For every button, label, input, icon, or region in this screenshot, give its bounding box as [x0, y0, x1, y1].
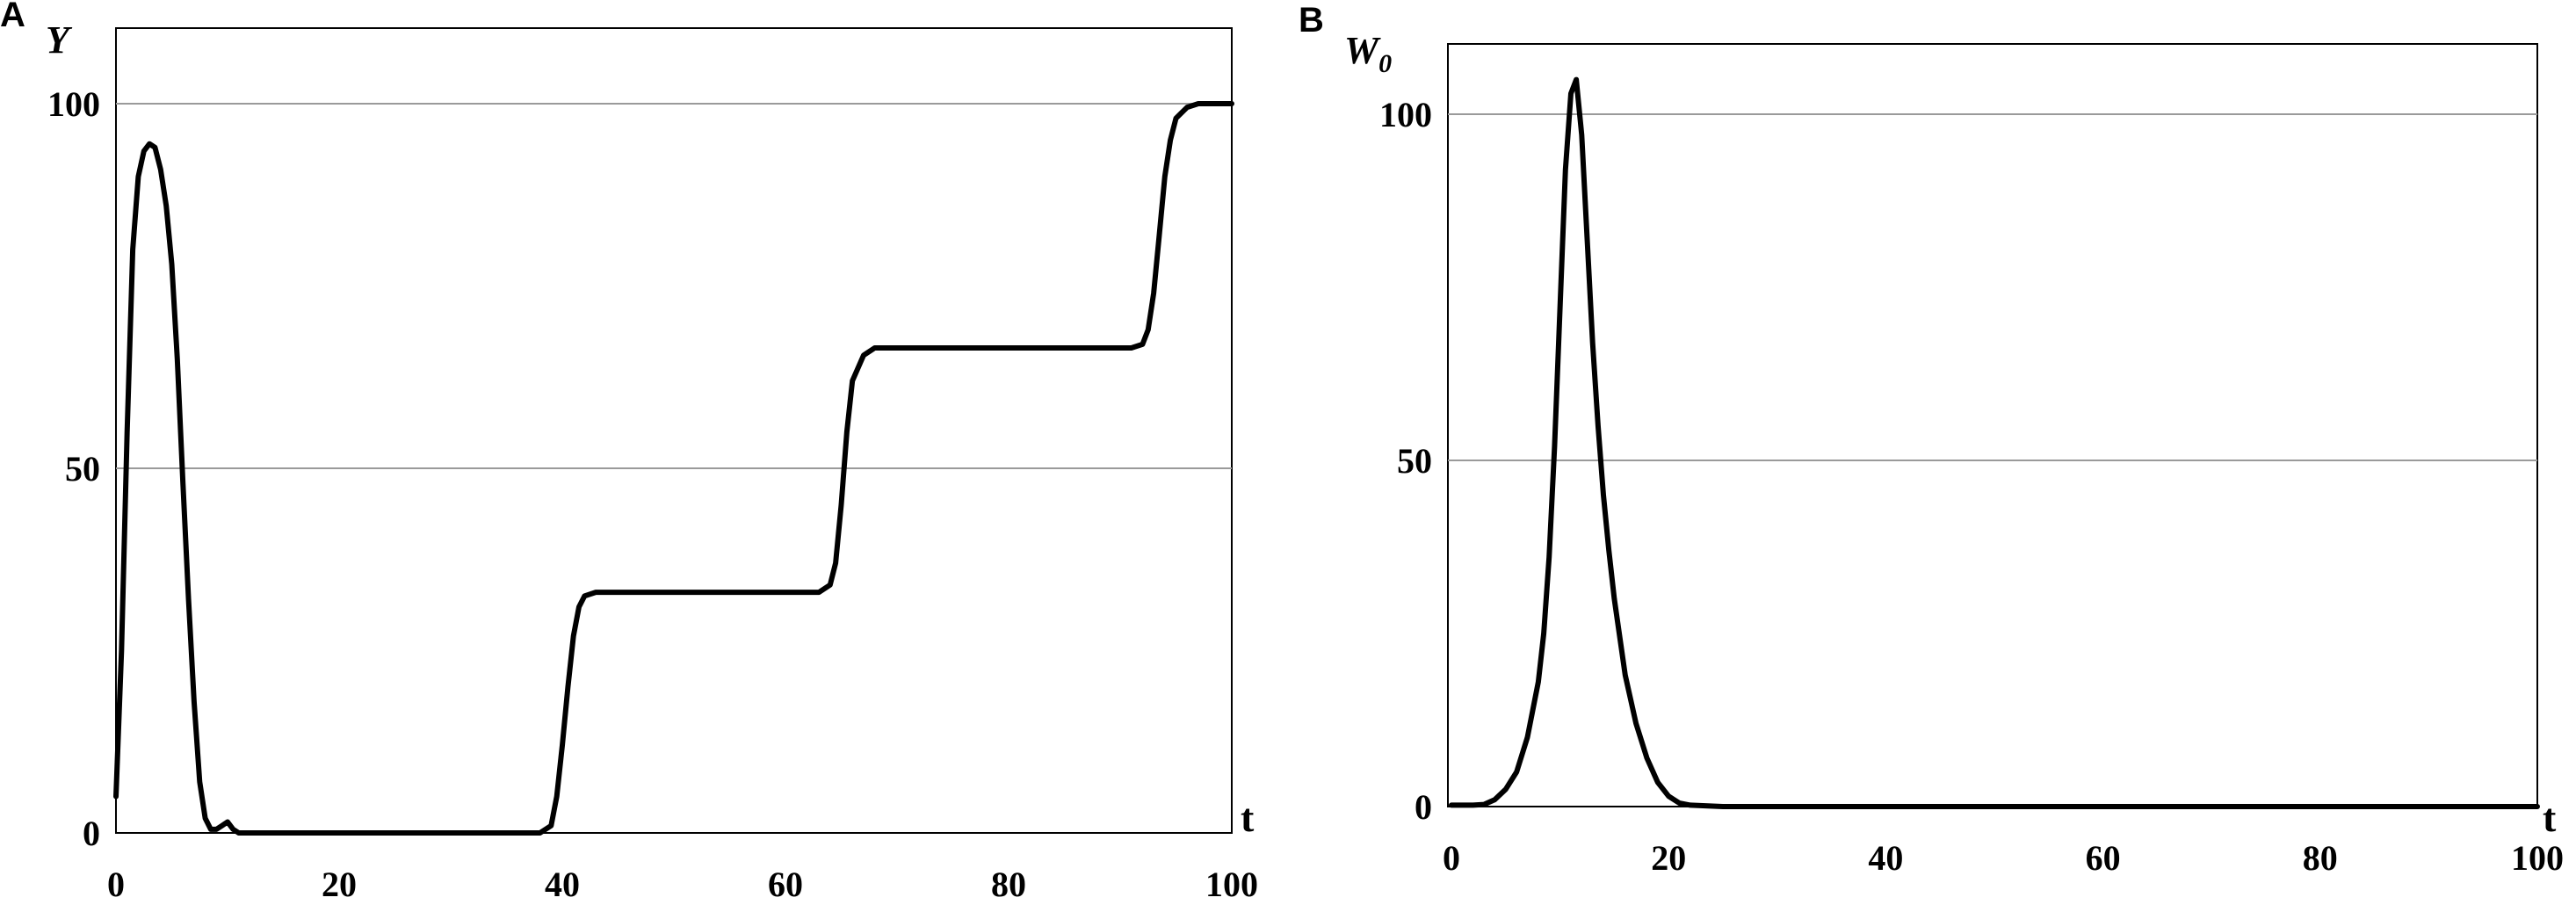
y-axis-label-a: Y — [46, 18, 73, 62]
y-tick-label: 100 — [47, 84, 100, 124]
x-tick-label: 20 — [1651, 838, 1686, 878]
gridlines-a — [116, 103, 1232, 469]
x-tick-label: 60 — [2086, 838, 2121, 878]
y-axis-label-b: W0 — [1344, 29, 1392, 78]
y-axis-label-b-sub: 0 — [1378, 49, 1392, 78]
plot-area-b — [1447, 43, 2538, 807]
x-tick-label: 60 — [768, 865, 803, 904]
series-line-b — [1449, 76, 2540, 809]
x-tick-label: 40 — [545, 865, 580, 904]
x-tick-label: 20 — [322, 865, 357, 904]
x-axis-label-b: t — [2543, 795, 2557, 840]
series-line-a — [113, 101, 1234, 836]
y-tick-labels-a: 0 50 100 — [47, 84, 100, 853]
x-tick-label: 100 — [1205, 865, 1258, 904]
x-tick-label: 80 — [991, 865, 1026, 904]
y-axis-label-b-main: W — [1344, 29, 1381, 72]
panel-label-a: A — [0, 0, 25, 34]
y-tick-labels-b: 0 50 100 — [1379, 95, 1432, 827]
y-tick-label: 50 — [65, 449, 100, 489]
plot-area-a — [115, 27, 1233, 834]
x-tick-label: 80 — [2303, 838, 2338, 878]
y-tick-label: 100 — [1379, 95, 1432, 134]
panel-label-b: B — [1299, 1, 1324, 40]
x-tick-labels-b: 0 20 40 60 80 100 — [1443, 838, 2564, 878]
x-axis-label-a: t — [1241, 795, 1255, 840]
x-tick-label: 100 — [2511, 838, 2564, 878]
chart-panel-a: 0 50 100 0 20 40 60 80 100 A Y t — [0, 0, 1258, 904]
y-tick-label: 50 — [1397, 441, 1432, 481]
y-tick-label: 0 — [1415, 787, 1432, 827]
y-tick-label: 0 — [83, 814, 100, 853]
gridlines-b — [1448, 113, 2537, 461]
x-tick-label: 0 — [107, 865, 125, 904]
x-tick-labels-a: 0 20 40 60 80 100 — [107, 865, 1258, 904]
x-tick-label: 40 — [1868, 838, 1903, 878]
x-tick-label: 0 — [1443, 838, 1460, 878]
